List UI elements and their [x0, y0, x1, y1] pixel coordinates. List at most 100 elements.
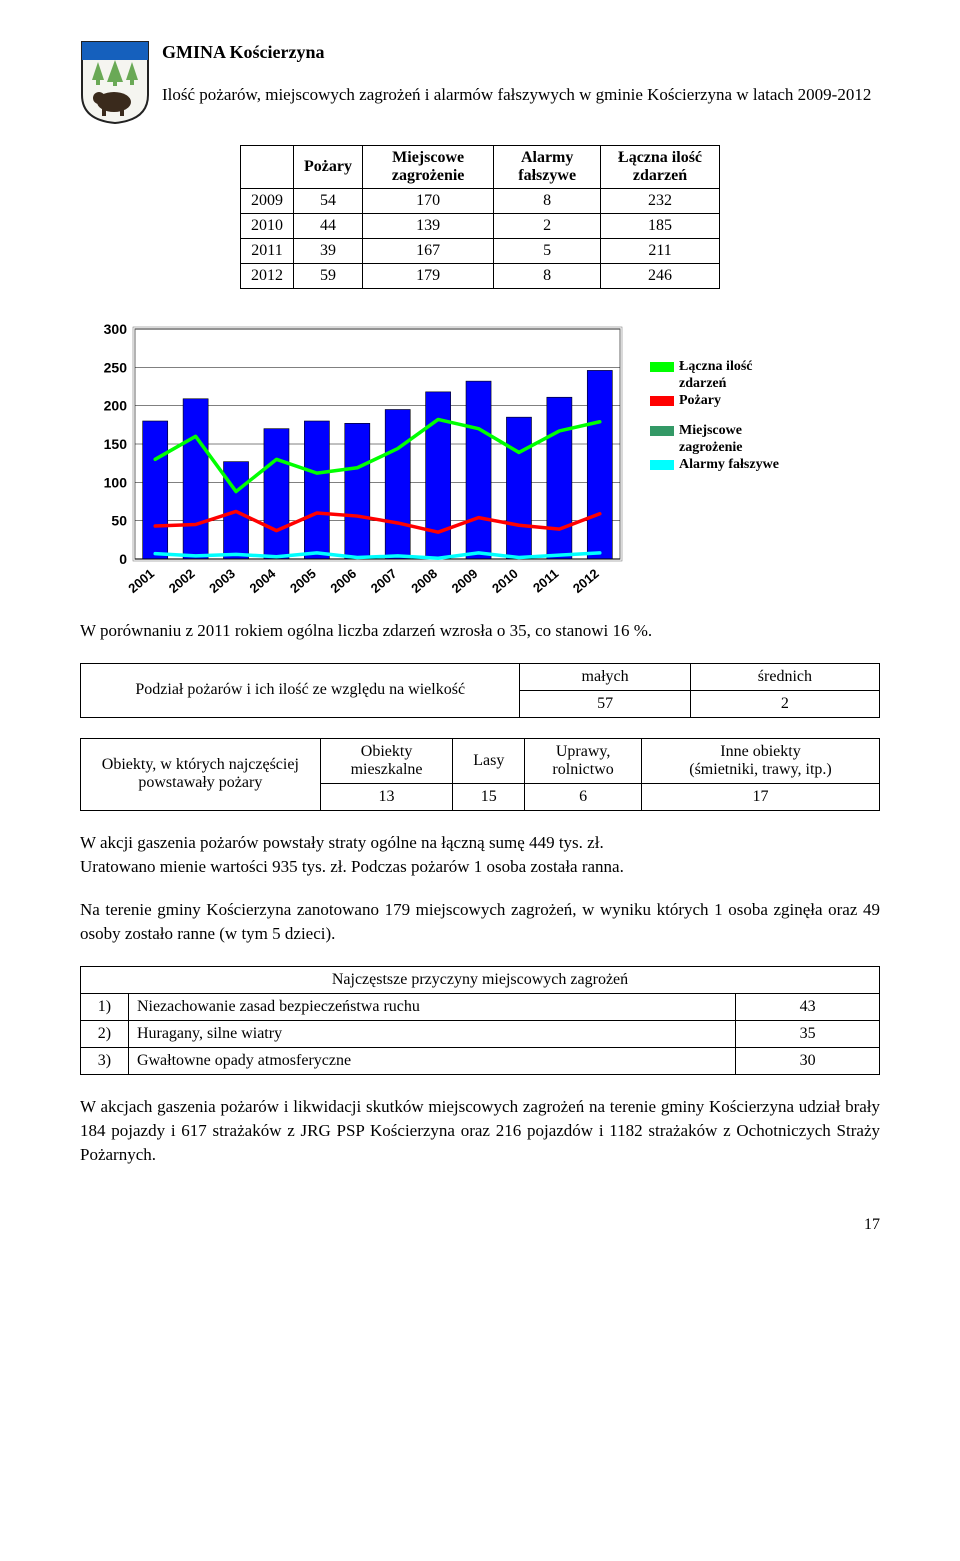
- svg-text:2006: 2006: [327, 566, 359, 596]
- cell: 59: [294, 264, 363, 289]
- svg-text:150: 150: [104, 436, 128, 452]
- svg-text:250: 250: [104, 359, 128, 375]
- header-row: GMINA Kościerzyna Ilość pożarów, miejsco…: [80, 40, 880, 125]
- svg-text:2008: 2008: [408, 566, 440, 596]
- cell: 170: [362, 189, 493, 214]
- text: Obiekty, w których najczęściej: [102, 756, 299, 773]
- text: rolnictwo: [552, 761, 613, 778]
- cell-label: Podział pożarów i ich ilość ze względu n…: [81, 663, 520, 717]
- th-alarmy: Alarmy fałszywe: [494, 146, 601, 189]
- th-laczna: Łączna ilość zdarzeń: [601, 146, 720, 189]
- cell: 1): [81, 993, 129, 1020]
- cell: 43: [736, 993, 880, 1020]
- table-row: 2012 59 179 8 246: [241, 264, 720, 289]
- text: Uprawy,: [556, 743, 611, 760]
- cell: 139: [362, 214, 493, 239]
- svg-text:2010: 2010: [489, 566, 521, 596]
- svg-text:200: 200: [104, 398, 128, 414]
- cell: 5: [494, 239, 601, 264]
- legend-label: Miejscowe: [679, 423, 742, 439]
- chart-block: 0501001502002503002001200220032004200520…: [80, 319, 880, 599]
- legend-swatch-icon: [650, 362, 674, 372]
- cell: 246: [601, 264, 720, 289]
- page: GMINA Kościerzyna Ilość pożarów, miejsco…: [0, 0, 960, 1264]
- cell: 211: [601, 239, 720, 264]
- svg-text:2012: 2012: [570, 566, 602, 596]
- cell: 30: [736, 1047, 880, 1074]
- th-pozary: Pożary: [294, 146, 363, 189]
- cell: 6: [525, 783, 642, 810]
- legend-swatch-icon: [650, 396, 674, 406]
- legend-item: zdarzeń: [650, 376, 779, 392]
- damages-paragraph: W akcji gaszenia pożarów powstały straty…: [80, 831, 880, 879]
- cell: Gwałtowne opady atmosferyczne: [128, 1047, 735, 1074]
- page-number: 17: [80, 1216, 880, 1234]
- cell: Huragany, silne wiatry: [128, 1020, 735, 1047]
- svg-text:2011: 2011: [530, 566, 561, 596]
- text: Obiekty: [361, 743, 413, 760]
- legend-label: Alarmy fałszywe: [679, 457, 779, 473]
- legend-item-laczna: Łączna ilość: [650, 359, 779, 375]
- text: W akcji gaszenia pożarów powstały straty…: [80, 833, 604, 852]
- svg-text:50: 50: [111, 513, 127, 529]
- text: mieszkalne: [351, 761, 423, 778]
- legend-label: zagrożenie: [679, 440, 743, 456]
- threat-causes-table: Najczęstsze przyczyny miejscowych zagroż…: [80, 966, 880, 1075]
- cell: 179: [362, 264, 493, 289]
- page-subtitle: Ilość pożarów, miejscowych zagrożeń i al…: [162, 83, 871, 107]
- svg-text:2002: 2002: [166, 566, 198, 596]
- th-miejscowe: Miejscowe zagrożenie: [362, 146, 493, 189]
- events-count-table: Pożary Miejscowe zagrożenie Alarmy fałsz…: [240, 145, 720, 289]
- legend-item-pozary: Pożary: [650, 393, 779, 409]
- svg-text:2007: 2007: [368, 566, 400, 596]
- cell: 2: [690, 690, 879, 717]
- cell: 8: [494, 264, 601, 289]
- cell: 15: [453, 783, 525, 810]
- legend-label: Łączna ilość: [679, 359, 753, 375]
- table-row: 3) Gwałtowne opady atmosferyczne 30: [81, 1047, 880, 1074]
- cell: 2009: [241, 189, 294, 214]
- cell: 2012: [241, 264, 294, 289]
- fire-size-table: Podział pożarów i ich ilość ze względu n…: [80, 663, 880, 718]
- table-row: 1) Niezachowanie zasad bezpieczeństwa ru…: [81, 993, 880, 1020]
- svg-text:2005: 2005: [287, 566, 319, 596]
- legend-item-miejscowe: Miejscowe: [650, 423, 779, 439]
- cell: 2010: [241, 214, 294, 239]
- svg-text:100: 100: [104, 474, 128, 490]
- svg-text:0: 0: [119, 551, 127, 567]
- comparison-paragraph: W porównaniu z 2011 rokiem ogólna liczba…: [80, 619, 880, 643]
- legend-label: zdarzeń: [679, 376, 726, 392]
- cell: 13: [320, 783, 453, 810]
- cell: 3): [81, 1047, 129, 1074]
- cell: średnich: [690, 663, 879, 690]
- legend-swatch-icon: [650, 460, 674, 470]
- cell: 185: [601, 214, 720, 239]
- legend-swatch-icon: [650, 426, 674, 436]
- cell: małych: [520, 663, 690, 690]
- cell: 44: [294, 214, 363, 239]
- text: (śmietniki, trawy, itp.): [689, 761, 832, 778]
- cell: 54: [294, 189, 363, 214]
- table-row: 2010 44 139 2 185: [241, 214, 720, 239]
- table-title: Najczęstsze przyczyny miejscowych zagroż…: [81, 966, 880, 993]
- text: powstawały pożary: [138, 774, 262, 791]
- cell: 2011: [241, 239, 294, 264]
- svg-text:2009: 2009: [449, 566, 481, 596]
- table-row: 2011 39 167 5 211: [241, 239, 720, 264]
- events-chart: 0501001502002503002001200220032004200520…: [80, 319, 640, 599]
- actions-paragraph: W akcjach gaszenia pożarów i likwidacji …: [80, 1095, 880, 1166]
- municipality-crest-icon: [80, 40, 150, 125]
- table-row: 2009 54 170 8 232: [241, 189, 720, 214]
- cell: Obiekty mieszkalne: [320, 738, 453, 783]
- cell: 39: [294, 239, 363, 264]
- cell-label: Obiekty, w których najczęściej powstawał…: [81, 738, 321, 810]
- legend-item-alarmy: Alarmy fałszywe: [650, 457, 779, 473]
- cell: 8: [494, 189, 601, 214]
- cell: 232: [601, 189, 720, 214]
- cell: 2: [494, 214, 601, 239]
- svg-text:2001: 2001: [125, 566, 157, 596]
- cell: Niezachowanie zasad bezpieczeństwa ruchu: [128, 993, 735, 1020]
- text: Inne obiekty: [720, 743, 800, 760]
- text: Uratowano mienie wartości 935 tys. zł. P…: [80, 857, 624, 876]
- cell: Inne obiekty (śmietniki, trawy, itp.): [642, 738, 880, 783]
